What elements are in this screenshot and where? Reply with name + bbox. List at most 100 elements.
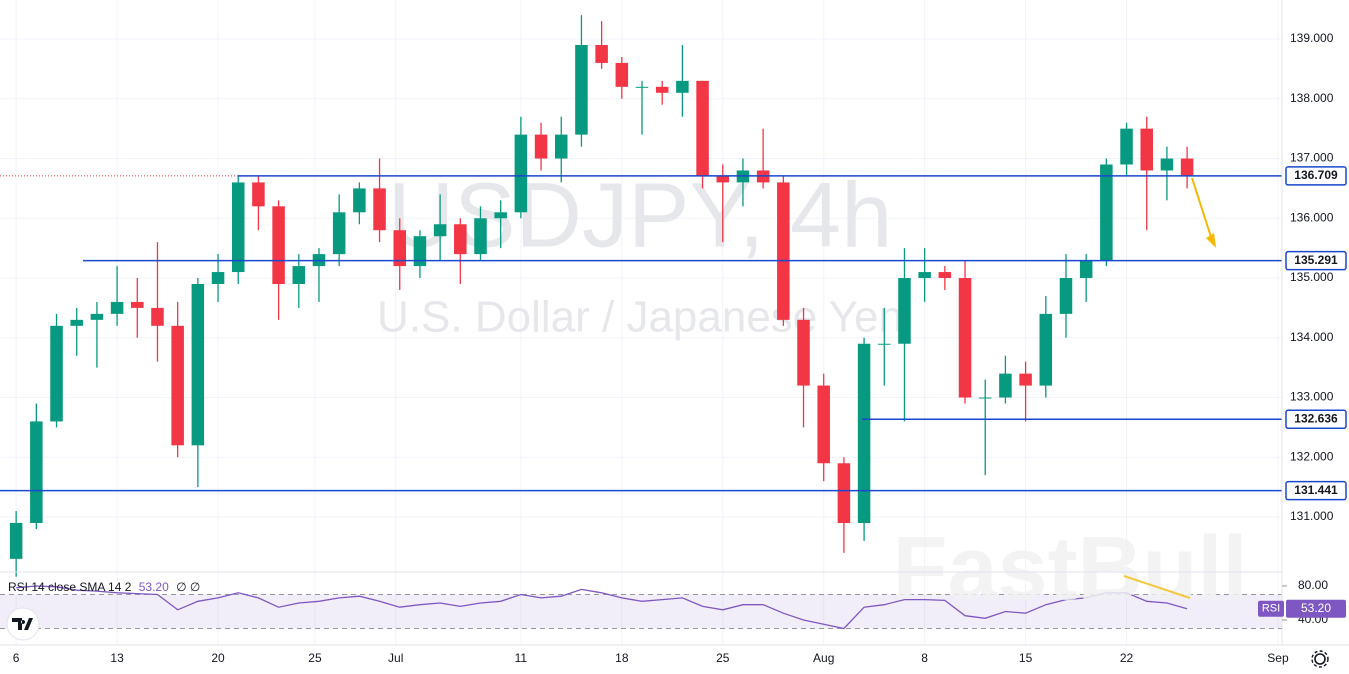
- y-tick-label: 138.000: [1290, 91, 1334, 105]
- rsi-line: [16, 585, 1188, 630]
- candle-body: [1120, 128, 1133, 165]
- candle-body: [958, 278, 972, 398]
- y-tick-label: 136.000: [1290, 210, 1334, 224]
- candle-body: [1140, 128, 1153, 171]
- watermark-brand: FastBull: [892, 519, 1247, 619]
- arrow-head: [1206, 233, 1216, 248]
- candle-body: [898, 278, 911, 344]
- candle-body: [878, 343, 891, 345]
- candle-body: [696, 80, 709, 177]
- tv-logo: [6, 607, 40, 641]
- candle-body: [292, 266, 306, 284]
- candle-body: [514, 134, 528, 213]
- candle-body: [918, 272, 931, 279]
- rsi-value-label: 53.20: [1301, 601, 1331, 615]
- rsi-legend: RSI 14 close SMA 14 2 53.20 ∅ ∅: [8, 580, 200, 594]
- x-tick-label: 18: [615, 651, 629, 665]
- rsi-arrow: [1123, 575, 1191, 599]
- x-tick-label: Aug: [813, 651, 834, 665]
- candle-body: [373, 188, 386, 231]
- x-tick-label: 6: [13, 651, 20, 665]
- candle-body: [50, 325, 63, 422]
- candle-body: [474, 218, 487, 255]
- candle-body: [454, 224, 467, 255]
- plot: [0, 15, 1282, 630]
- candle-body: [70, 319, 83, 326]
- rsi-legend-value: 53.20: [139, 580, 169, 594]
- y-tick-label: 135.000: [1290, 270, 1334, 284]
- candle-body: [332, 212, 346, 255]
- candle-body: [1180, 158, 1194, 177]
- rsi-legend-extra: ∅ ∅: [176, 580, 200, 594]
- candle-body: [110, 301, 124, 314]
- level-badge: [1285, 409, 1347, 430]
- candle-body: [857, 343, 871, 524]
- x-tick-label: 8: [921, 651, 928, 665]
- candle-body: [211, 272, 225, 284]
- candle-body: [30, 421, 43, 524]
- y-tick-label: 133.000: [1290, 390, 1334, 404]
- candle-body: [716, 176, 730, 183]
- level-label: 131.441: [1294, 483, 1338, 497]
- candle-body: [494, 212, 507, 219]
- candle-body: [353, 188, 366, 213]
- rsi-tick-label: 80.00: [1298, 578, 1328, 592]
- x-tick-label: 25: [308, 651, 322, 665]
- candle-body: [272, 206, 285, 284]
- y-tick-label: 139.000: [1290, 31, 1334, 45]
- candle-body: [1039, 313, 1053, 386]
- candle-body: [938, 272, 952, 279]
- x-tick-label: 20: [211, 651, 225, 665]
- level-badge: [1285, 250, 1347, 271]
- watermark-title: USDJPY, 4h: [388, 164, 893, 266]
- candle-body: [615, 62, 629, 87]
- rsi-badge: RSI: [1262, 603, 1280, 615]
- y-tick-label: 131.000: [1290, 509, 1334, 523]
- x-tick-label: 15: [1019, 651, 1033, 665]
- candle-body: [151, 307, 164, 326]
- x-tick-label: 13: [110, 651, 124, 665]
- settings-icon[interactable]: [1311, 650, 1329, 668]
- candle-body: [231, 182, 245, 273]
- level-badge: [1285, 166, 1347, 186]
- x-tick-label: 11: [515, 651, 528, 665]
- y-tick-label: 137.000: [1290, 151, 1334, 165]
- candle-body: [171, 325, 184, 446]
- y-tick-label: 132.000: [1290, 449, 1334, 463]
- candle-body: [90, 313, 104, 320]
- x-tick-label: 25: [716, 651, 730, 665]
- x-tick-label: Sep: [1267, 651, 1289, 665]
- y-tick-label: 134.000: [1290, 330, 1334, 344]
- candle-body: [433, 224, 447, 237]
- x-tick-label: Jul: [388, 651, 403, 665]
- rsi-legend-name: RSI 14 close SMA 14 2: [8, 580, 132, 594]
- candle-body: [9, 523, 23, 559]
- candle-body: [1100, 164, 1113, 261]
- candle-body: [252, 182, 265, 207]
- candle-body: [978, 397, 992, 399]
- arrow: [1191, 177, 1213, 241]
- candle-body: [797, 319, 810, 386]
- candle-body: [655, 86, 669, 93]
- candle-body: [1079, 260, 1093, 279]
- candle-body: [777, 182, 790, 320]
- candle-body: [595, 44, 608, 63]
- level-badge: [1285, 480, 1347, 501]
- candle-body: [554, 134, 568, 159]
- x-tick-label: 22: [1120, 651, 1134, 665]
- candle-body: [393, 230, 407, 267]
- candle-body: [635, 86, 649, 88]
- rsi-band: [0, 594, 1282, 629]
- candle-body: [999, 373, 1012, 398]
- candle-body: [837, 463, 851, 524]
- candle-body: [575, 44, 588, 135]
- candle-body: [676, 80, 689, 93]
- level-label: 136.709: [1294, 168, 1338, 182]
- candle-body: [413, 236, 427, 267]
- candle-body: [1160, 158, 1174, 171]
- rsi-value-bg: [1286, 599, 1346, 618]
- candle-body: [1019, 373, 1032, 386]
